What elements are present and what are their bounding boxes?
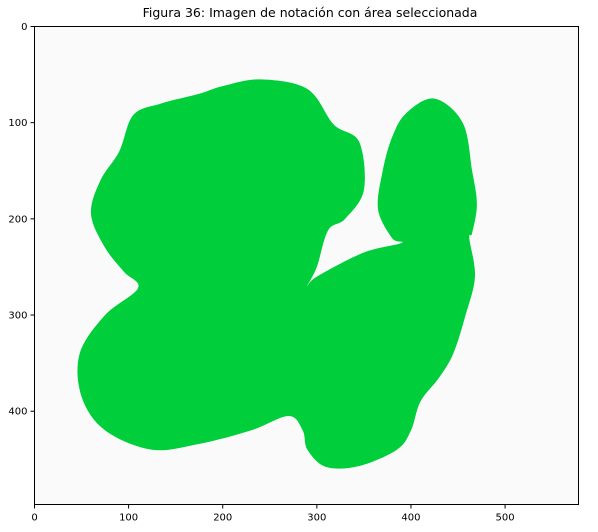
x-tick-label: 300 [307, 513, 326, 524]
chart-title: Figura 36: Imagen de notación con área s… [143, 5, 478, 20]
y-tick-label: 0 [21, 22, 27, 33]
x-tick-label: 200 [213, 513, 232, 524]
y-tick-label: 100 [8, 118, 27, 129]
y-tick-label: 400 [8, 407, 27, 418]
x-tick-label: 400 [401, 513, 420, 524]
plot-frame [34, 26, 579, 505]
x-tick-label: 500 [496, 513, 515, 524]
x-axis: 0 100 200 300 400 500 [31, 504, 515, 524]
y-axis: 0 100 200 300 400 [8, 22, 35, 418]
x-tick-label: 100 [119, 513, 138, 524]
selected-area [77, 79, 477, 469]
y-tick-label: 200 [8, 214, 27, 225]
y-tick-label: 300 [8, 311, 27, 322]
x-tick-label: 0 [31, 513, 37, 524]
